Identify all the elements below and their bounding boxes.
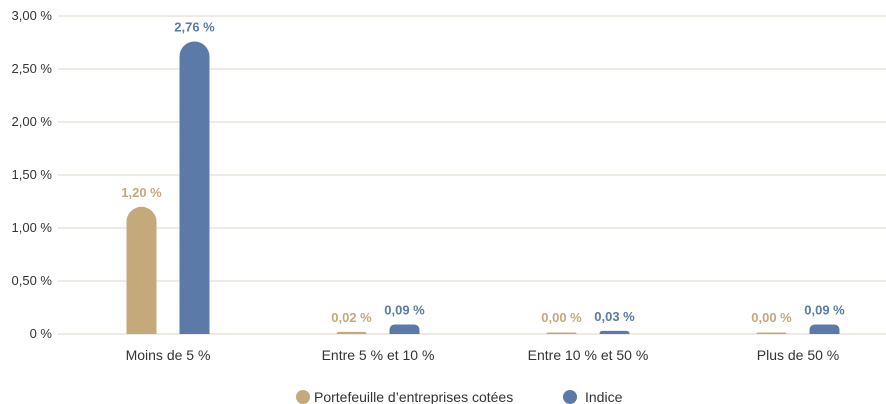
bar-indice — [809, 324, 840, 334]
bar-portefeuille — [546, 332, 577, 334]
data-label: 0,02 % — [331, 310, 372, 325]
bar-indice — [599, 330, 630, 334]
y-tick-label: 1,00 % — [12, 220, 53, 235]
y-tick-label: 2,50 % — [12, 61, 53, 76]
y-tick-label: 3,00 % — [12, 8, 53, 23]
bar-indice — [389, 324, 420, 334]
y-tick-label: 1,50 % — [12, 167, 53, 182]
x-axis-categories: Moins de 5 % Entre 5 % et 10 % Entre 10 % … — [126, 347, 840, 363]
legend-swatch — [563, 390, 577, 404]
bar-indice — [179, 41, 210, 334]
y-tick-label: 0 % — [30, 326, 53, 341]
legend-swatch — [296, 390, 310, 404]
category-label: Entre 10 % et 50 % — [528, 347, 649, 363]
legend-label: Indice — [585, 389, 623, 404]
data-label: 0,03 % — [594, 309, 635, 324]
data-label: 0,00 % — [541, 310, 582, 325]
bars — [126, 41, 840, 334]
bar-portefeuille — [756, 332, 787, 334]
bar-portefeuille — [336, 331, 367, 334]
data-label: 1,20 % — [121, 185, 162, 200]
data-label: 0,09 % — [804, 302, 845, 317]
bar-portefeuille — [126, 206, 157, 334]
y-tick-label: 0,50 % — [12, 273, 53, 288]
category-label: Entre 5 % et 10 % — [322, 347, 435, 363]
data-label: 0,00 % — [751, 310, 792, 325]
legend: Portefeuille d’entreprises cotées Indice — [296, 389, 623, 404]
category-label: Plus de 50 % — [757, 347, 840, 363]
category-label: Moins de 5 % — [126, 347, 211, 363]
data-labels: 1,20 % 2,76 % 0,02 % 0,09 % 0,00 % 0,03 % 0,00… — [121, 19, 845, 325]
legend-label: Portefeuille d’entreprises cotées — [314, 389, 513, 404]
data-label: 2,76 % — [174, 19, 215, 34]
y-tick-label: 2,00 % — [12, 114, 53, 129]
data-label: 0,09 % — [384, 302, 425, 317]
y-axis-ticks: 3,00 % 2,50 % 2,00 % 1,50 % 1,00 % 0,50 % 0 % — [12, 8, 53, 341]
